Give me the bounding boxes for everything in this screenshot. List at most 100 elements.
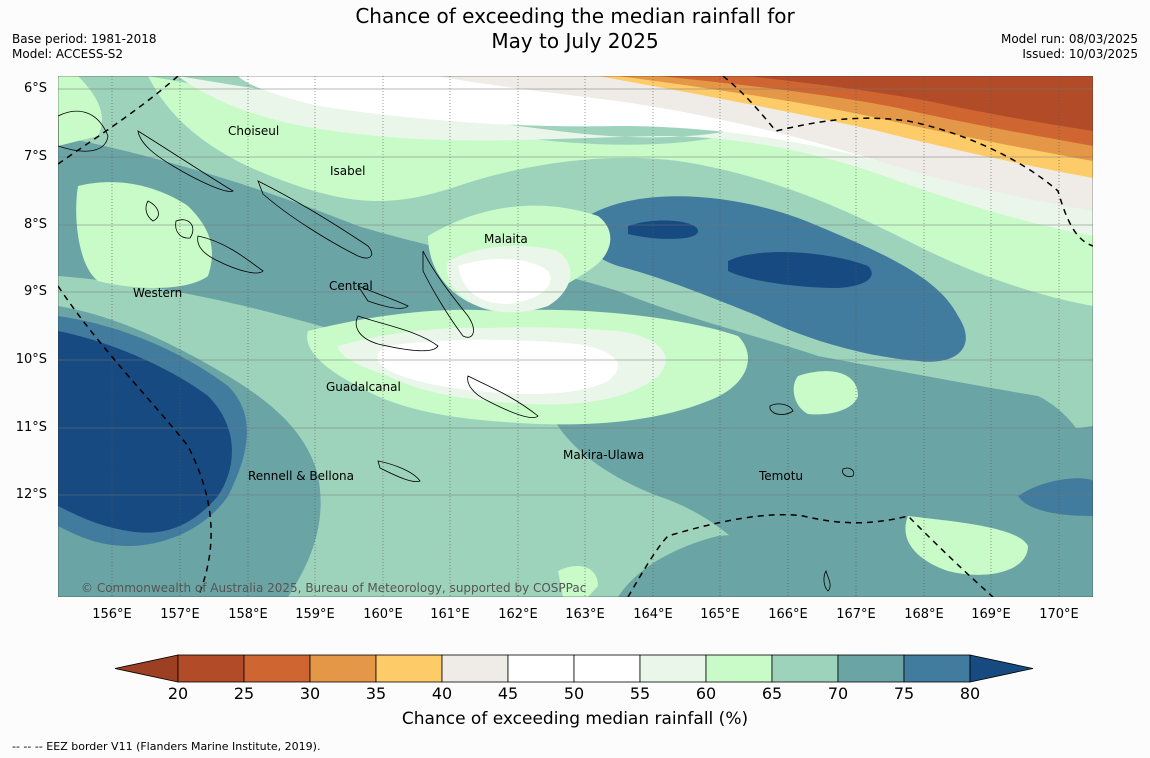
lon-label-159e: 159°E — [295, 607, 335, 622]
colorbar-cells — [114, 654, 1034, 683]
lon-label-156e: 156°E — [92, 607, 132, 622]
label-temotu: Temotu — [758, 469, 803, 483]
colorbar-tick-label: 60 — [695, 684, 717, 703]
island-isabel — [257, 180, 372, 259]
graticule-parallels — [58, 88, 1093, 496]
eez-footnote: -- -- -- EEZ border V11 (Flanders Marine… — [12, 740, 321, 753]
base-period-label: Base period: 1981-2018 — [12, 32, 157, 46]
colorbar-tick-label: 55 — [629, 684, 651, 703]
lat-label-10s: 10°S — [15, 352, 47, 367]
label-isabel: Isabel — [330, 164, 365, 178]
lat-label-8s: 8°S — [23, 217, 47, 232]
island-florida — [356, 285, 409, 309]
model-label: Model: ACCESS-S2 — [12, 47, 124, 61]
label-malaita: Malaita — [484, 232, 528, 246]
island-guadalcanal — [355, 315, 439, 352]
lon-label-169e: 169°E — [971, 607, 1011, 622]
label-rennell-bellona: Rennell & Bellona — [248, 469, 354, 483]
colorbar-tick-label: 50 — [563, 684, 585, 703]
island-vella-lavella — [145, 200, 159, 222]
contour-60-65-western — [76, 182, 212, 288]
colorbar-cell — [507, 654, 575, 683]
island-choiseul — [137, 130, 234, 192]
island-new-georgia — [197, 235, 264, 274]
lon-label-157e: 157°E — [160, 607, 200, 622]
colorbar-extend-low — [114, 654, 179, 683]
colorbar-cell — [573, 654, 641, 683]
colorbar-cell — [177, 654, 245, 683]
lon-label-161e: 161°E — [430, 607, 470, 622]
lon-label-168e: 168°E — [904, 607, 944, 622]
lat-label-11s: 11°S — [15, 420, 47, 435]
colorbar-tick-label: 70 — [827, 684, 849, 703]
contour-60-65-temotu — [793, 371, 858, 415]
contour-80-east-2 — [728, 251, 872, 288]
label-central: Central — [329, 279, 373, 293]
meta-left: Base period: 1981-2018 Model: ACCESS-S2 — [12, 32, 157, 62]
island-santa-cruz — [769, 403, 794, 415]
colorbar-cell — [441, 654, 509, 683]
title-line-1: Chance of exceeding the median rainfall … — [355, 4, 795, 28]
colorbar-cell — [639, 654, 707, 683]
colorbar-tick-label: 30 — [299, 684, 321, 703]
region-labels: Choiseul Isabel Malaita Central Western … — [133, 124, 803, 483]
colorbar-title: Chance of exceeding median rainfall (%) — [401, 709, 749, 729]
colorbar-tick-label: 20 — [167, 684, 189, 703]
lon-label-164e: 164°E — [633, 607, 673, 622]
colorbar-tick-label: 65 — [761, 684, 783, 703]
island-makira — [467, 375, 539, 418]
label-guadalcanal: Guadalcanal — [326, 380, 401, 394]
lon-label-167e: 167°E — [836, 607, 876, 622]
island-rennell — [377, 460, 421, 483]
colorbar-extend-high — [969, 654, 1034, 683]
colorbar-cell — [837, 654, 905, 683]
colorbar-cell — [309, 654, 377, 683]
colorbar-tick-label: 35 — [365, 684, 387, 703]
lat-label-6s: 6°S — [23, 81, 47, 96]
lon-label-158e: 158°E — [228, 607, 268, 622]
island-outlines — [58, 110, 855, 592]
lon-label-170e: 170°E — [1039, 607, 1079, 622]
contour-75-80-se — [1018, 478, 1093, 516]
lat-label-9s: 9°S — [23, 284, 47, 299]
colorbar-cell — [705, 654, 773, 683]
meta-right: Model run: 08/03/2025 Issued: 10/03/2025 — [1001, 32, 1138, 62]
colorbar-cell — [771, 654, 839, 683]
lat-label-12s: 12°S — [15, 487, 47, 502]
colorbar-tick-label: 80 — [959, 684, 981, 703]
lon-label-160e: 160°E — [363, 607, 403, 622]
colorbar-cell — [375, 654, 443, 683]
issued-label: Issued: 10/03/2025 — [1022, 47, 1138, 61]
contour-65-70-south — [58, 276, 778, 597]
eez-border — [58, 76, 1093, 597]
contour-20-25 — [748, 76, 1093, 131]
colorbar-tick-label: 40 — [431, 684, 453, 703]
island-kolombangara — [175, 219, 194, 239]
colorbar-cell — [243, 654, 311, 683]
model-run-label: Model run: 08/03/2025 — [1000, 32, 1138, 46]
label-choiseul: Choiseul — [228, 124, 279, 138]
label-western: Western — [133, 286, 182, 300]
colorbar-tick-label: 45 — [497, 684, 519, 703]
copyright-text: © Commonwealth of Australia 2025, Bureau… — [81, 581, 586, 595]
contour-60-65-south — [558, 566, 598, 597]
island-bougainville — [58, 110, 109, 152]
lon-label-166e: 166°E — [768, 607, 808, 622]
contour-50-55-malaita — [458, 259, 551, 304]
lon-label-162e: 162°E — [498, 607, 538, 622]
title-line-2: May to July 2025 — [491, 29, 659, 53]
rainfall-map: Choiseul Isabel Malaita Central Western … — [58, 76, 1093, 597]
map-title: Chance of exceeding the median rainfall … — [0, 4, 1150, 54]
island-vanikoro — [842, 467, 855, 477]
contour-80-west — [58, 331, 232, 533]
lon-label-165e: 165°E — [700, 607, 740, 622]
colorbar-tick-label: 25 — [233, 684, 255, 703]
island-anuta — [823, 570, 831, 592]
lat-label-7s: 7°S — [23, 149, 47, 164]
colorbar-tick-label: 75 — [893, 684, 915, 703]
colorbar-cell — [903, 654, 971, 683]
label-makira-ulawa: Makira-Ulawa — [563, 448, 644, 462]
contour-50-55-center — [377, 339, 618, 394]
contour-60-65-se — [905, 516, 1028, 575]
lon-label-163e: 163°E — [565, 607, 605, 622]
